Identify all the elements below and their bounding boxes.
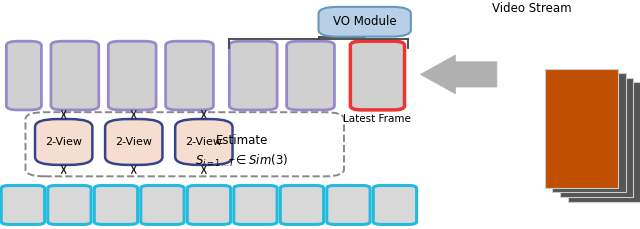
Text: 2-View: 2-View — [115, 137, 152, 147]
FancyBboxPatch shape — [280, 185, 324, 224]
Bar — [545, 69, 618, 188]
FancyBboxPatch shape — [166, 41, 213, 110]
Bar — [552, 73, 625, 192]
FancyBboxPatch shape — [373, 185, 417, 224]
FancyBboxPatch shape — [175, 119, 232, 165]
Text: $S_{i=1\ldots T} \in \mathit{Sim}(3)$: $S_{i=1\ldots T} \in \mathit{Sim}(3)$ — [195, 153, 289, 169]
Text: 2-View: 2-View — [45, 137, 82, 147]
FancyBboxPatch shape — [48, 185, 91, 224]
FancyBboxPatch shape — [108, 41, 156, 110]
Polygon shape — [420, 55, 497, 94]
FancyBboxPatch shape — [6, 41, 42, 110]
Text: 2-View: 2-View — [186, 137, 222, 147]
FancyBboxPatch shape — [94, 185, 138, 224]
FancyBboxPatch shape — [51, 41, 99, 110]
FancyBboxPatch shape — [234, 185, 277, 224]
FancyBboxPatch shape — [1, 185, 45, 224]
FancyBboxPatch shape — [287, 41, 335, 110]
FancyBboxPatch shape — [229, 41, 277, 110]
Text: VO Module: VO Module — [333, 15, 397, 28]
Bar — [568, 82, 640, 202]
FancyBboxPatch shape — [105, 119, 163, 165]
FancyBboxPatch shape — [141, 185, 184, 224]
FancyBboxPatch shape — [35, 119, 92, 165]
Text: Estimate: Estimate — [216, 134, 268, 147]
Text: Video Stream: Video Stream — [492, 2, 572, 15]
Bar — [560, 78, 633, 197]
FancyBboxPatch shape — [350, 41, 404, 110]
Text: Latest Frame: Latest Frame — [343, 114, 411, 125]
FancyBboxPatch shape — [319, 7, 411, 37]
FancyBboxPatch shape — [188, 185, 230, 224]
FancyBboxPatch shape — [327, 185, 370, 224]
